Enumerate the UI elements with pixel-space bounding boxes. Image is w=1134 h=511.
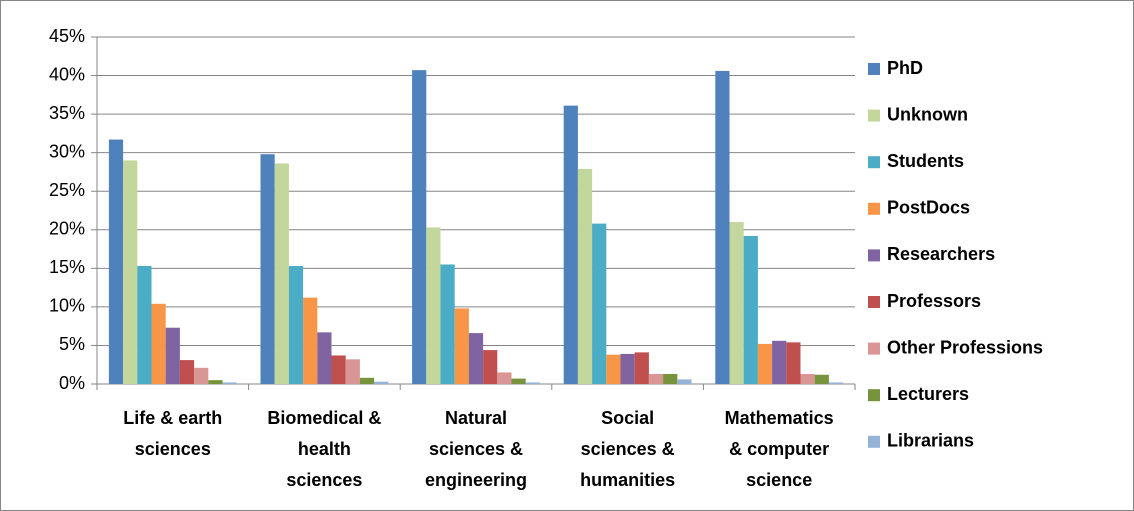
bar: [108, 139, 124, 384]
bar: [483, 350, 498, 384]
y-tick-label: 10%: [49, 296, 85, 316]
y-tick-label: 20%: [49, 219, 85, 239]
y-tick-label: 15%: [49, 257, 85, 277]
legend-swatch: [868, 389, 880, 402]
bar: [468, 333, 484, 384]
legend-label: PostDocs: [887, 198, 970, 218]
bar: [208, 380, 223, 384]
bar: [260, 154, 275, 384]
bar: [317, 332, 332, 384]
bar: [677, 379, 692, 384]
bar: [454, 308, 469, 384]
legend-swatch: [868, 249, 880, 262]
y-tick-label: 25%: [49, 180, 85, 200]
bar: [511, 378, 526, 384]
bar: [374, 381, 389, 384]
y-tick-label: 35%: [49, 103, 85, 123]
bar: [412, 70, 427, 384]
bar: [648, 373, 664, 384]
legend-swatch: [868, 63, 880, 75]
bar: [303, 297, 318, 384]
y-tick-label: 30%: [49, 141, 85, 161]
legend-swatch: [868, 109, 880, 122]
bar: [634, 352, 649, 384]
bar: [345, 359, 360, 384]
bar: [151, 303, 166, 384]
bar: [563, 105, 578, 384]
y-tick-label: 40%: [49, 64, 85, 84]
x-tick-label: Life & earth sciences: [123, 408, 223, 459]
bar: [814, 374, 829, 384]
bar: [525, 382, 540, 384]
bar: [729, 222, 744, 384]
bar: [800, 373, 815, 384]
x-tick-label: Natural sciences & engineering: [424, 408, 527, 490]
bar: [222, 382, 237, 384]
bar: [123, 160, 138, 384]
legend-label: Professors: [887, 291, 981, 311]
legend-swatch: [868, 342, 880, 355]
legend-label: PhD: [887, 58, 923, 78]
bar: [786, 342, 801, 384]
bar: [179, 360, 195, 384]
bar: [620, 353, 635, 384]
bar: [165, 327, 180, 384]
bar: [426, 227, 441, 384]
bar: [757, 343, 773, 384]
bar: [592, 223, 607, 384]
x-tick-label: Biomedical & health sciences: [267, 408, 382, 490]
bar: [137, 266, 152, 384]
bar: [606, 354, 621, 384]
bar: [359, 377, 375, 384]
bar: [440, 264, 455, 384]
legend-label: Other Professions: [887, 337, 1043, 357]
bar: [194, 367, 209, 384]
legend-label: Librarians: [887, 431, 974, 451]
bar: [577, 168, 593, 384]
legend-label: Researchers: [887, 244, 995, 264]
legend-swatch: [868, 156, 880, 169]
legend-swatch: [868, 296, 880, 308]
bar: [288, 266, 304, 384]
x-tick-label: Social sciences & humanities: [580, 408, 676, 490]
bar: [331, 355, 346, 384]
bar: [743, 235, 758, 384]
legend-label: Unknown: [887, 104, 968, 124]
y-tick-label: 5%: [59, 334, 85, 354]
bar: [828, 382, 844, 384]
legend-swatch: [868, 435, 880, 448]
bar: [274, 163, 289, 384]
bar: [663, 373, 678, 384]
bar: [772, 340, 787, 384]
legend-swatch: [868, 202, 880, 215]
x-tick-label: Mathematics & computer science: [724, 408, 834, 490]
y-tick-label: 45%: [49, 26, 85, 46]
y-tick-label: 0%: [59, 373, 85, 393]
legend-label: Students: [887, 151, 964, 171]
legend-label: Lecturers: [887, 384, 969, 404]
bar: [497, 372, 512, 384]
bar: [715, 70, 730, 384]
